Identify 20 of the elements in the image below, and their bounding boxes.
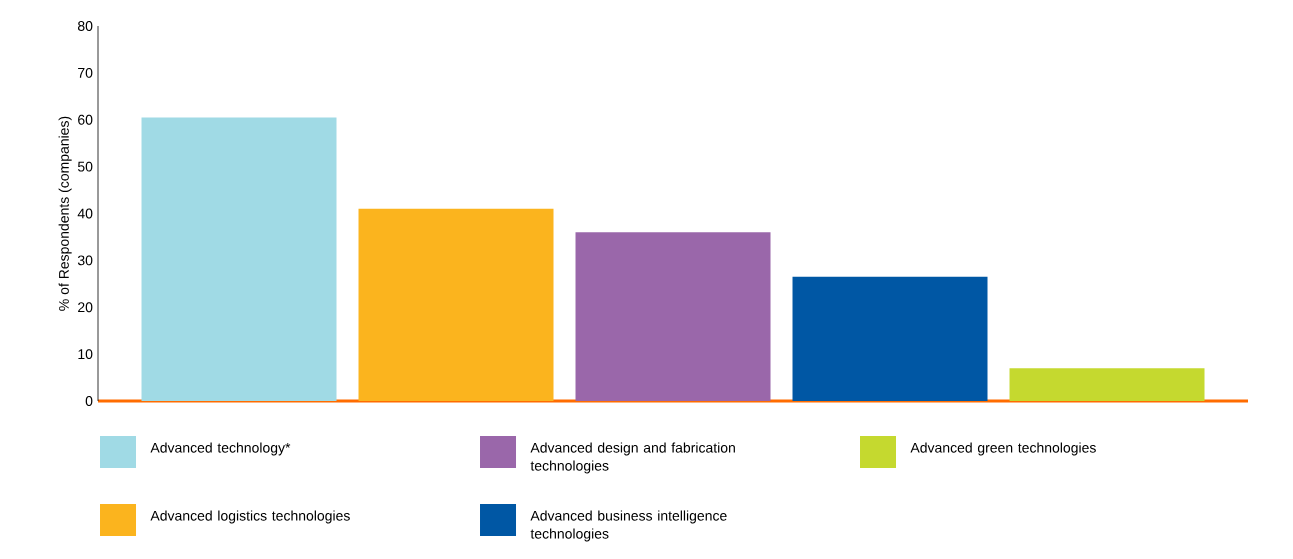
legend-label: Advanced green technologies [910, 442, 1096, 456]
y-tick-label: 30 [77, 255, 93, 266]
y-tick-label: 0 [85, 396, 93, 406]
y-tick-label: 80 [77, 21, 93, 31]
y-tick-label: 50 [77, 161, 93, 172]
legend-label: Advanced logistics technologies [150, 510, 350, 524]
bar [792, 276, 988, 401]
y-tick-label: 70 [78, 67, 93, 78]
y-tick-label: 10 [78, 349, 93, 360]
legend-label: Advanced design and fabrication technologies [530, 442, 735, 474]
legend-label: Advanced business intelligence technologies [530, 510, 727, 542]
bar [575, 232, 771, 401]
bar [358, 208, 554, 401]
y-tick-label: 40 [77, 208, 93, 219]
bar [1009, 368, 1205, 401]
y-axis-title: % of Respondents (companies) [58, 116, 72, 311]
y-tick-label: 20 [78, 302, 93, 313]
bar [141, 117, 337, 401]
legend-label: Advanced technology* [150, 442, 291, 456]
y-tick-label: 60 [78, 114, 93, 125]
